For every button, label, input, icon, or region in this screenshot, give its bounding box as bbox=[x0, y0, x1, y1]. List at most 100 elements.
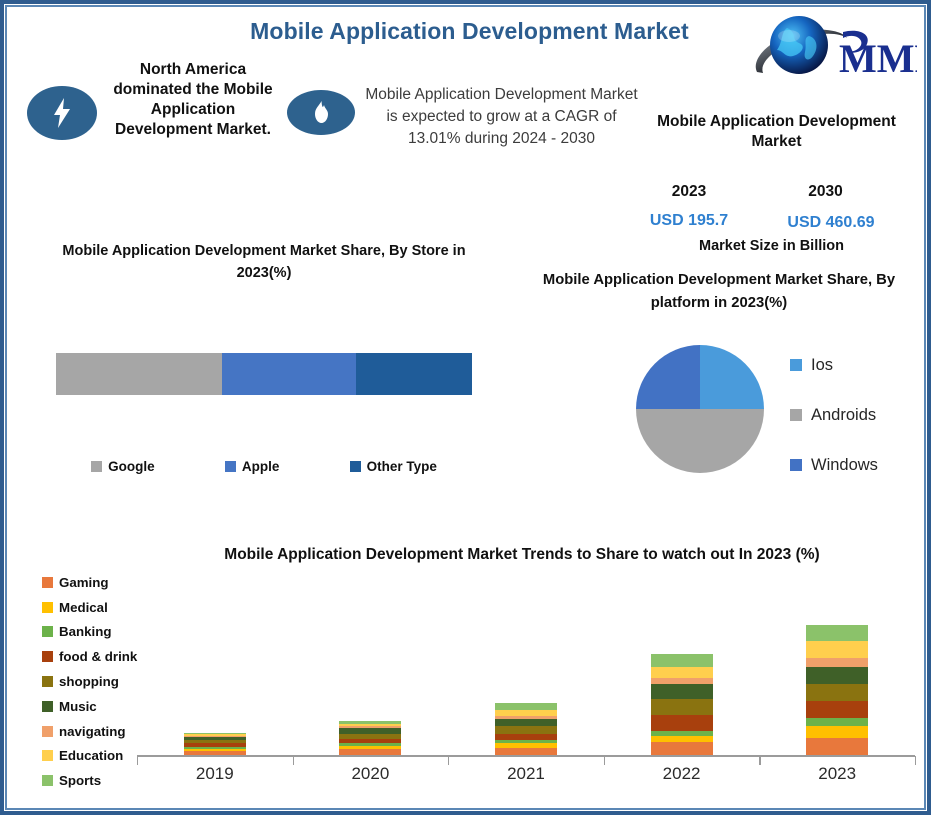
legend-swatch-icon bbox=[349, 461, 361, 472]
trends-segment-gaming bbox=[339, 749, 402, 755]
trends-legend-item: Banking bbox=[42, 620, 177, 645]
trends-legend-item: food & drink bbox=[42, 644, 177, 669]
trends-chart-title: Mobile Application Development Market Tr… bbox=[224, 546, 820, 563]
trends-segment-shopping bbox=[183, 740, 246, 744]
legend-swatch-icon bbox=[42, 725, 53, 737]
trends-axis-tick bbox=[759, 756, 761, 765]
trends-segment-education bbox=[494, 710, 557, 717]
platform-legend-item: Windows bbox=[790, 440, 930, 490]
trends-legend-item: Education bbox=[42, 744, 177, 769]
trends-column-2023 bbox=[759, 625, 915, 755]
store-legend-label: Google bbox=[108, 459, 155, 474]
trends-legend-label: Sports bbox=[59, 773, 102, 789]
trends-segment-sports bbox=[494, 703, 557, 711]
trends-legend-label: Education bbox=[59, 748, 124, 764]
trends-segment-gaming bbox=[494, 747, 557, 755]
store-legend-item: Other Type bbox=[349, 459, 437, 474]
store-legend-item: Google bbox=[91, 459, 155, 474]
legend-swatch-icon bbox=[42, 626, 53, 638]
trends-segment-education bbox=[806, 640, 869, 658]
trends-segment-education bbox=[339, 723, 402, 727]
trends-segment-music bbox=[650, 683, 713, 700]
trends-segment-medical bbox=[494, 742, 557, 748]
trends-segment-music bbox=[806, 666, 869, 684]
cagr-statement: Mobile Application Development Market is… bbox=[365, 86, 638, 147]
trends-legend-item: Medical bbox=[42, 595, 177, 620]
trends-segment-navigating bbox=[650, 678, 713, 684]
trends-segment-food-drink bbox=[806, 701, 869, 718]
trends-segment-navigating bbox=[183, 736, 246, 738]
store-legend-label: Apple bbox=[241, 459, 280, 474]
platform-chart-title: Mobile Application Development Market Sh… bbox=[542, 272, 896, 311]
trends-x-label: 2021 bbox=[507, 764, 545, 783]
legend-swatch-icon bbox=[42, 700, 53, 712]
store-chart-legend: Google Apple Other Type bbox=[56, 459, 472, 474]
trends-segment-sports bbox=[339, 721, 402, 724]
trends-segment-sports bbox=[183, 732, 246, 735]
trends-segment-gaming bbox=[650, 742, 713, 755]
trends-segment-sports bbox=[806, 625, 869, 641]
region-statement: North America dominated the Mobile Appli… bbox=[113, 61, 273, 139]
trends-legend-label: Music bbox=[59, 698, 97, 714]
trends-axis-tick bbox=[603, 756, 606, 765]
trends-segment-banking bbox=[183, 746, 246, 749]
legend-swatch-icon bbox=[42, 676, 53, 688]
flame-badge bbox=[287, 90, 355, 135]
trends-segment-navigating bbox=[339, 726, 402, 729]
trends-axis-tick bbox=[448, 756, 450, 765]
market-size-base-year: 2023 bbox=[671, 183, 707, 200]
store-legend-label: Other Type bbox=[366, 459, 437, 474]
trends-column-2021 bbox=[448, 703, 604, 755]
legend-swatch-icon bbox=[42, 651, 53, 663]
trends-legend-item: shopping bbox=[42, 669, 177, 694]
market-size-forecast-year: 2030 bbox=[808, 183, 843, 200]
platform-legend-item: Ios bbox=[790, 340, 930, 390]
flame-icon bbox=[313, 101, 330, 124]
lightning-bolt-icon bbox=[52, 98, 72, 128]
trends-x-tick-labels: 2019 2020 2021 2022 2023 bbox=[137, 764, 915, 784]
trends-columns bbox=[137, 604, 915, 755]
trends-segment-banking bbox=[650, 730, 713, 737]
page-title: Mobile Application Development Market bbox=[250, 18, 689, 44]
trends-legend-label: shopping bbox=[59, 674, 119, 690]
store-segment-other-type bbox=[355, 353, 472, 395]
trends-x-label: 2020 bbox=[351, 764, 390, 783]
trends-segment-shopping bbox=[494, 726, 557, 734]
trends-x-label: 2019 bbox=[195, 764, 234, 783]
trends-segment-navigating bbox=[806, 657, 869, 667]
trends-segment-shopping bbox=[339, 733, 402, 739]
platform-legend-label: Windows bbox=[811, 455, 878, 474]
trends-segment-gaming bbox=[183, 751, 246, 755]
trends-segment-medical bbox=[183, 748, 246, 752]
trends-x-label: 2022 bbox=[662, 764, 701, 783]
logo-text: MMR bbox=[839, 36, 917, 81]
legend-swatch-icon bbox=[790, 409, 802, 421]
platform-legend-label: Ios bbox=[811, 355, 834, 374]
trends-stack bbox=[339, 721, 402, 755]
trends-axis-tick bbox=[915, 756, 917, 765]
trends-column-2022 bbox=[604, 653, 760, 755]
trends-stack bbox=[806, 625, 869, 755]
trends-column-2020 bbox=[293, 721, 449, 755]
market-size-caption: Market Size in Billion bbox=[698, 238, 845, 254]
market-size-forecast-value: USD 460.69 bbox=[787, 214, 875, 231]
legend-swatch-icon bbox=[42, 601, 53, 613]
store-stacked-bar bbox=[56, 353, 472, 395]
trends-segment-banking bbox=[494, 740, 557, 743]
lightning-bolt-badge bbox=[27, 86, 97, 140]
trends-segment-medical bbox=[806, 726, 869, 739]
trends-segment-banking bbox=[339, 743, 402, 746]
trends-legend-item: navigating bbox=[42, 719, 177, 744]
legend-swatch-icon bbox=[790, 359, 802, 371]
trends-segment-medical bbox=[650, 736, 713, 742]
trends-segment-shopping bbox=[806, 683, 869, 702]
trends-segment-medical bbox=[339, 745, 402, 750]
trends-segment-music bbox=[183, 737, 246, 741]
trends-segment-gaming bbox=[806, 738, 869, 755]
trends-segment-food-drink bbox=[650, 715, 713, 731]
trends-legend-label: Medical bbox=[59, 599, 108, 615]
trends-segment-sports bbox=[650, 653, 713, 667]
trends-stack bbox=[494, 703, 557, 755]
store-segment-apple bbox=[222, 353, 356, 395]
